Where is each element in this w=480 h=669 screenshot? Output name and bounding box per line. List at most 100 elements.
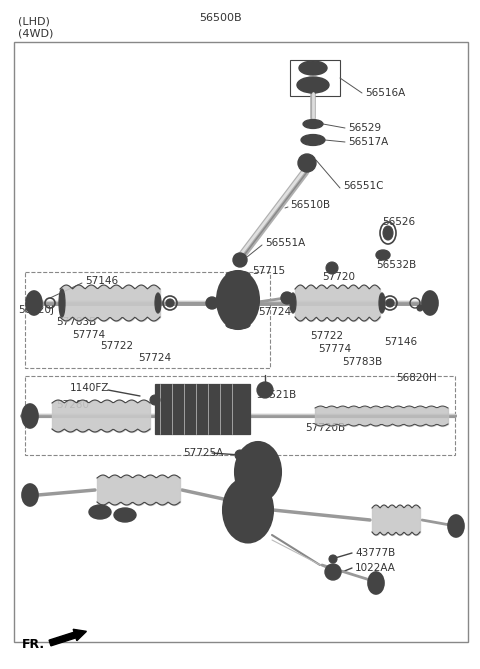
Circle shape (370, 577, 382, 589)
Text: 57783B: 57783B (342, 357, 382, 367)
Circle shape (235, 450, 245, 460)
Text: 1140FZ: 1140FZ (70, 383, 109, 393)
Ellipse shape (229, 286, 247, 314)
Text: 1022AA: 1022AA (355, 563, 396, 573)
Text: 56529: 56529 (348, 123, 381, 133)
Circle shape (150, 395, 160, 405)
Circle shape (303, 159, 311, 167)
Text: 57146: 57146 (85, 276, 118, 286)
Text: 57280: 57280 (56, 400, 89, 410)
Text: 56820H: 56820H (396, 373, 437, 383)
Bar (155, 384, 250, 434)
FancyArrow shape (49, 630, 86, 646)
Circle shape (298, 154, 316, 172)
Text: 56521B: 56521B (256, 390, 296, 400)
Ellipse shape (306, 137, 320, 143)
Text: 57146: 57146 (384, 337, 417, 347)
Text: (LHD): (LHD) (18, 17, 50, 27)
Circle shape (424, 297, 436, 309)
Circle shape (24, 489, 36, 501)
Circle shape (24, 410, 36, 422)
Ellipse shape (22, 404, 38, 428)
Ellipse shape (302, 80, 324, 90)
Text: 56516A: 56516A (365, 88, 405, 98)
Text: 57725A: 57725A (183, 448, 223, 458)
Text: 57720: 57720 (322, 272, 355, 282)
Ellipse shape (217, 271, 259, 329)
Ellipse shape (226, 321, 250, 329)
Ellipse shape (242, 475, 254, 491)
Text: 57783B: 57783B (56, 317, 96, 327)
Text: 56500B: 56500B (199, 13, 241, 23)
Ellipse shape (241, 450, 275, 494)
Circle shape (331, 570, 335, 574)
Circle shape (417, 305, 423, 311)
Text: 57722: 57722 (100, 341, 133, 351)
Text: 57722: 57722 (310, 331, 343, 341)
Text: 56551C: 56551C (343, 181, 384, 191)
Ellipse shape (376, 250, 390, 260)
Ellipse shape (380, 252, 386, 258)
Ellipse shape (379, 293, 385, 313)
Text: 57724: 57724 (258, 307, 291, 317)
Ellipse shape (386, 299, 394, 307)
Ellipse shape (247, 444, 269, 452)
Ellipse shape (290, 293, 296, 313)
Ellipse shape (304, 64, 322, 72)
Ellipse shape (383, 226, 393, 240)
Text: FR.: FR. (22, 638, 45, 652)
Ellipse shape (297, 77, 329, 93)
Text: 57774: 57774 (72, 330, 105, 340)
Text: 56532B: 56532B (376, 260, 416, 270)
Ellipse shape (308, 82, 318, 88)
Ellipse shape (166, 299, 174, 307)
Text: 56510B: 56510B (290, 200, 330, 210)
Circle shape (257, 382, 273, 398)
Text: 56551A: 56551A (265, 238, 305, 248)
Circle shape (329, 555, 337, 563)
Text: 56526: 56526 (382, 217, 415, 227)
Circle shape (28, 297, 40, 309)
Ellipse shape (301, 134, 325, 145)
Circle shape (206, 297, 218, 309)
Bar (290, 60, 340, 96)
Text: 57774: 57774 (318, 344, 351, 354)
Ellipse shape (368, 572, 384, 594)
Ellipse shape (244, 478, 252, 488)
Ellipse shape (226, 271, 250, 279)
Ellipse shape (89, 505, 111, 519)
Circle shape (233, 253, 247, 267)
Ellipse shape (422, 291, 438, 315)
Circle shape (281, 292, 293, 304)
Text: 57724: 57724 (138, 353, 171, 363)
Ellipse shape (308, 122, 318, 126)
Ellipse shape (238, 495, 258, 525)
Ellipse shape (26, 291, 42, 315)
Ellipse shape (249, 458, 267, 486)
Text: (4WD): (4WD) (18, 28, 53, 38)
Ellipse shape (299, 61, 327, 75)
Text: 57715: 57715 (252, 266, 285, 276)
Ellipse shape (303, 120, 323, 128)
Bar (14, 42, 468, 642)
Text: 43777B: 43777B (355, 548, 395, 558)
Ellipse shape (223, 278, 253, 322)
Ellipse shape (114, 508, 136, 522)
Circle shape (325, 564, 341, 580)
Ellipse shape (309, 66, 317, 70)
Circle shape (326, 262, 338, 274)
Ellipse shape (247, 491, 269, 499)
Circle shape (328, 567, 338, 577)
Text: 56820J: 56820J (18, 305, 54, 315)
Text: 56517A: 56517A (348, 137, 388, 147)
Text: 57720B: 57720B (305, 423, 345, 433)
Circle shape (450, 520, 462, 532)
Ellipse shape (223, 478, 273, 543)
Ellipse shape (448, 515, 464, 537)
Ellipse shape (155, 293, 161, 313)
Ellipse shape (235, 442, 281, 502)
Ellipse shape (22, 484, 38, 506)
Ellipse shape (230, 486, 266, 534)
Circle shape (237, 257, 243, 263)
Ellipse shape (59, 289, 65, 317)
